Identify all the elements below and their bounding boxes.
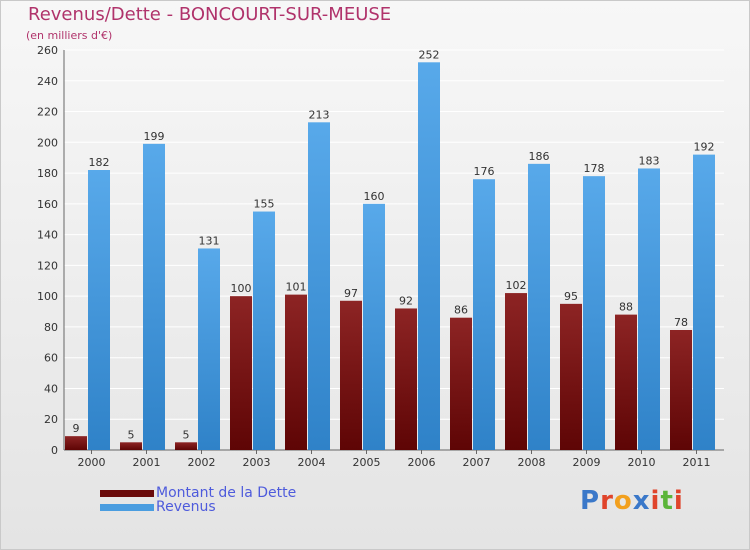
- bar-revenus-2009: [583, 176, 605, 450]
- data-label-bar-revenus-2009: 178: [584, 162, 605, 175]
- data-label-bar-dette-2003: 100: [231, 282, 252, 295]
- logo-letter: P: [580, 486, 601, 516]
- bar-revenus-2000: [88, 170, 110, 450]
- chart-title: Revenus/Dette - BONCOURT-SUR-MEUSE: [28, 4, 392, 25]
- bar-dette-2002: [175, 442, 197, 450]
- bar-dette-2009: [560, 303, 582, 450]
- y-tick-label: 180: [37, 167, 58, 180]
- x-tick-label: 2005: [353, 456, 381, 469]
- data-label-bar-dette-2001: 5: [128, 428, 135, 441]
- logo-letter: x: [632, 486, 651, 516]
- legend-label-dette: Montant de la Dette: [156, 485, 297, 501]
- bar-revenus-2002: [198, 248, 220, 450]
- x-tick-label: 2002: [188, 456, 216, 469]
- bar-revenus-2005: [363, 203, 385, 450]
- data-label-bar-dette-2004: 101: [286, 281, 307, 294]
- x-tick-label: 2001: [133, 456, 161, 469]
- bar-revenus-2004: [308, 122, 330, 451]
- y-axis: 0 20 40 60 80 100 120 140 160 180 200 220 240 260: [37, 44, 724, 457]
- x-tick-label: 2006: [408, 456, 436, 469]
- data-label-bar-dette-2000: 9: [73, 422, 80, 435]
- proxiti-logo: Proxiti: [580, 486, 684, 516]
- bar-revenus-2006: [418, 62, 440, 451]
- data-labels: 9 182 5 199 5 131 100 155 101 213 97 160 92 252 86 176 1…: [73, 48, 715, 441]
- bar-dette-2011: [670, 330, 692, 450]
- legend-label-revenus: Revenus: [156, 499, 216, 515]
- y-tick-label: 80: [44, 321, 58, 334]
- x-tick-label: 2000: [78, 456, 106, 469]
- logo-letter: r: [600, 486, 614, 516]
- data-label-bar-dette-2005: 97: [344, 287, 358, 300]
- data-label-bar-dette-2010: 88: [619, 301, 633, 314]
- x-tick-label: 2003: [243, 456, 271, 469]
- bar-dette-2000: [65, 436, 87, 450]
- bar-revenus-2011: [693, 154, 715, 450]
- x-tick-label: 2009: [573, 456, 601, 469]
- bar-revenus-2001: [143, 143, 165, 450]
- bar-dette-2007: [450, 317, 472, 450]
- data-label-bar-revenus-2001: 199: [144, 130, 165, 143]
- bar-dette-2003: [230, 296, 252, 450]
- y-tick-label: 60: [44, 352, 58, 365]
- data-label-bar-revenus-2008: 186: [529, 150, 550, 163]
- x-tick-label: 2007: [463, 456, 491, 469]
- legend-swatch-dette: [100, 489, 154, 497]
- bar-revenus-2007: [473, 179, 495, 450]
- bars: [65, 62, 715, 451]
- y-tick-label: 120: [37, 259, 58, 272]
- y-tick-label: 240: [37, 75, 58, 88]
- y-tick-label: 220: [37, 106, 58, 119]
- bar-dette-2008: [505, 293, 527, 450]
- y-tick-label: 200: [37, 136, 58, 149]
- data-label-bar-revenus-2007: 176: [474, 165, 495, 178]
- data-label-bar-revenus-2003: 155: [254, 198, 275, 211]
- data-label-bar-revenus-2006: 252: [419, 48, 440, 61]
- y-tick-label: 0: [51, 444, 58, 457]
- legend-item-dette: Montant de la Dette: [100, 485, 297, 501]
- bar-revenus-2008: [528, 163, 550, 450]
- logo-letter: o: [613, 486, 633, 516]
- y-tick-label: 100: [37, 290, 58, 303]
- data-label-bar-revenus-2002: 131: [199, 234, 220, 247]
- data-label-bar-dette-2007: 86: [454, 304, 468, 317]
- y-tick-label: 40: [44, 382, 58, 395]
- legend-swatch-revenus: [100, 503, 154, 511]
- x-tick-label: 2008: [518, 456, 546, 469]
- logo-letter: t: [660, 486, 674, 516]
- bar-dette-2004: [285, 294, 307, 450]
- data-label-bar-dette-2002: 5: [183, 428, 190, 441]
- logo-letter: i: [673, 486, 684, 516]
- y-tick-label: 160: [37, 198, 58, 211]
- data-label-bar-dette-2009: 95: [564, 290, 578, 303]
- bar-dette-2010: [615, 314, 637, 450]
- data-label-bar-dette-2008: 102: [506, 279, 527, 292]
- data-label-bar-revenus-2011: 192: [694, 141, 715, 154]
- y-tick-label: 260: [37, 44, 58, 57]
- bar-dette-2006: [395, 308, 417, 450]
- data-label-bar-revenus-2004: 213: [309, 108, 330, 121]
- bar-chart: 0 20 40 60 80 100 120 140 160 180 200 220 240 260 9 18…: [37, 44, 724, 469]
- bar-revenus-2010: [638, 168, 660, 450]
- x-tick-label: 2011: [683, 456, 711, 469]
- logo-letter: i: [650, 486, 661, 516]
- data-label-bar-revenus-2000: 182: [89, 156, 110, 169]
- data-label-bar-dette-2011: 78: [674, 316, 688, 329]
- bar-dette-2005: [340, 300, 362, 450]
- bar-revenus-2003: [253, 211, 275, 450]
- y-tick-label: 20: [44, 413, 58, 426]
- y-tick-label: 140: [37, 229, 58, 242]
- data-label-bar-revenus-2005: 160: [364, 190, 385, 203]
- x-tick-label: 2004: [298, 456, 326, 469]
- grid-lines: [64, 49, 724, 451]
- data-label-bar-dette-2006: 92: [399, 294, 413, 307]
- legend-item-revenus: Revenus: [100, 499, 296, 515]
- bar-dette-2001: [120, 442, 142, 450]
- legend: Montant de la Dette Revenus: [100, 485, 297, 515]
- chart-subtitle: (en milliers d'€): [26, 29, 113, 42]
- x-tick-label: 2010: [628, 456, 656, 469]
- data-label-bar-revenus-2010: 183: [639, 154, 660, 167]
- x-axis: 2000 2001 2002 2003 2004 2005 2006 2007 2008 2009…: [78, 450, 711, 469]
